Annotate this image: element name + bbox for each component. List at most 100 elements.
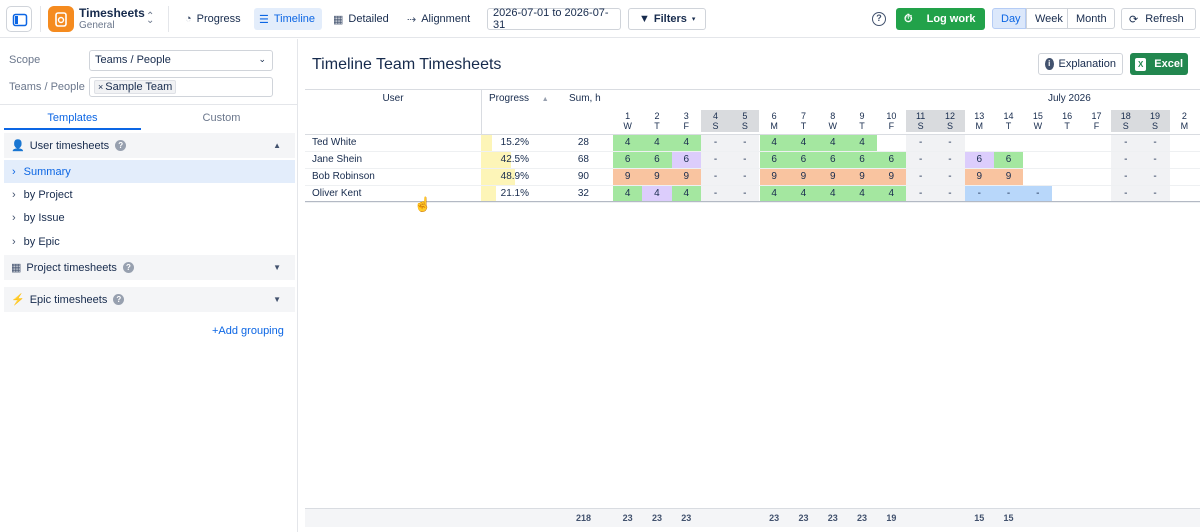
hours-cell[interactable]: 4 bbox=[671, 186, 701, 202]
hours-cell[interactable]: - bbox=[906, 152, 936, 168]
hours-cell[interactable]: 4 bbox=[818, 186, 848, 202]
col-header-progress[interactable]: Progress ▲ bbox=[489, 93, 549, 104]
hours-cell[interactable] bbox=[1170, 186, 1199, 202]
add-grouping-link[interactable]: +Add grouping bbox=[212, 325, 284, 337]
hours-cell[interactable] bbox=[1023, 152, 1052, 168]
hours-cell[interactable]: - bbox=[1111, 135, 1141, 151]
collapse-icon[interactable]: ▲ bbox=[273, 141, 281, 150]
hours-cell[interactable] bbox=[1082, 169, 1111, 185]
team-tag[interactable]: × Sample Team bbox=[94, 80, 177, 94]
hours-cell[interactable]: 6 bbox=[876, 152, 906, 168]
hours-cell[interactable]: 4 bbox=[613, 186, 643, 202]
tab-custom[interactable]: Custom bbox=[202, 112, 241, 124]
hours-cell[interactable] bbox=[877, 135, 906, 151]
hours-cell[interactable]: - bbox=[935, 186, 965, 202]
hours-cell[interactable]: - bbox=[906, 186, 936, 202]
template-by-project[interactable]: › by Project bbox=[4, 183, 295, 206]
hours-cell[interactable]: - bbox=[906, 135, 936, 151]
remove-tag-icon[interactable]: × bbox=[98, 82, 104, 92]
excel-export-button[interactable]: X Excel bbox=[1130, 53, 1188, 75]
hours-cell[interactable] bbox=[994, 135, 1023, 151]
sidebar-toggle-button[interactable] bbox=[6, 6, 32, 32]
hours-cell[interactable]: 6 bbox=[818, 152, 848, 168]
hours-cell[interactable] bbox=[1082, 186, 1111, 202]
hours-cell[interactable]: 9 bbox=[759, 169, 789, 185]
help-icon[interactable]: ? bbox=[115, 140, 127, 151]
hours-cell[interactable]: 6 bbox=[671, 152, 701, 168]
hours-cell[interactable] bbox=[1023, 169, 1052, 185]
hours-cell[interactable]: - bbox=[700, 186, 731, 202]
hours-cell[interactable]: 4 bbox=[788, 186, 819, 202]
filters-button[interactable]: ▼ Filters ▾ bbox=[628, 8, 706, 30]
table-row[interactable]: Jane Shein 42.5% 68 6 6 6- -6 6 6 6 6- -6 6- - bbox=[305, 152, 1200, 169]
hours-cell[interactable] bbox=[1082, 135, 1111, 151]
template-by-issue[interactable]: › by Issue bbox=[4, 206, 295, 229]
user-name[interactable]: Oliver Kent bbox=[312, 188, 362, 199]
hours-cell[interactable]: 9 bbox=[818, 169, 848, 185]
hours-cell[interactable] bbox=[1053, 169, 1082, 185]
hours-cell[interactable]: - bbox=[935, 152, 965, 168]
hours-cell[interactable]: 4 bbox=[671, 135, 701, 151]
template-by-epic[interactable]: › by Epic bbox=[4, 230, 295, 253]
hours-cell[interactable]: 4 bbox=[613, 135, 643, 151]
hours-cell[interactable]: - bbox=[700, 152, 731, 168]
table-row[interactable]: Ted White 15.2% 28 4 4 4- -4 4 4 4- - - - bbox=[305, 135, 1200, 152]
hours-cell[interactable]: - bbox=[1111, 186, 1141, 202]
expand-icon[interactable]: ▼ bbox=[273, 263, 281, 272]
scope-select[interactable]: Teams / People ⌄ bbox=[89, 50, 273, 71]
hours-cell[interactable]: 6 bbox=[964, 152, 994, 168]
expand-icon[interactable]: ▼ bbox=[273, 295, 281, 304]
hours-cell[interactable]: - bbox=[700, 135, 731, 151]
hours-cell[interactable]: 6 bbox=[993, 152, 1024, 168]
log-work-button[interactable]: ⏱ Log work bbox=[896, 8, 985, 30]
hours-cell[interactable]: 4 bbox=[759, 186, 789, 202]
period-day-button[interactable]: Day bbox=[992, 8, 1026, 29]
hours-cell[interactable]: 4 bbox=[642, 186, 672, 202]
hours-cell[interactable]: 6 bbox=[759, 152, 789, 168]
epic-timesheets-group[interactable]: ⚡ Epic timesheets ? ▼ bbox=[4, 287, 295, 312]
hours-cell[interactable]: 9 bbox=[876, 169, 906, 185]
hours-cell[interactable]: 6 bbox=[847, 152, 877, 168]
hours-cell[interactable]: 4 bbox=[759, 135, 789, 151]
hours-cell[interactable]: - bbox=[1111, 169, 1141, 185]
hours-cell[interactable]: - bbox=[906, 169, 936, 185]
hours-cell[interactable]: 4 bbox=[818, 135, 848, 151]
hours-cell[interactable]: 9 bbox=[613, 169, 643, 185]
app-switch-chevron-icon[interactable]: ⌃ ⌄ bbox=[146, 11, 155, 26]
tab-progress[interactable]: ◔ Progress bbox=[180, 8, 248, 30]
hours-cell[interactable]: - bbox=[964, 186, 994, 202]
period-month-button[interactable]: Month bbox=[1067, 8, 1115, 29]
user-name[interactable]: Bob Robinson bbox=[312, 171, 375, 182]
hours-cell[interactable]: 4 bbox=[876, 186, 906, 202]
teams-field[interactable]: × Sample Team bbox=[89, 77, 273, 97]
help-icon[interactable]: ? bbox=[113, 294, 125, 305]
help-icon[interactable]: ? bbox=[872, 12, 886, 26]
user-timesheets-group[interactable]: 👤 User timesheets ? ▲ bbox=[4, 133, 295, 158]
hours-cell[interactable]: - bbox=[1140, 135, 1170, 151]
hours-cell[interactable]: - bbox=[1111, 152, 1141, 168]
tab-timeline[interactable]: ☰ Timeline bbox=[254, 8, 323, 30]
project-timesheets-group[interactable]: ▦ Project timesheets ? ▼ bbox=[4, 255, 295, 280]
hours-cell[interactable]: 4 bbox=[642, 135, 672, 151]
hours-cell[interactable] bbox=[1170, 169, 1199, 185]
hours-cell[interactable] bbox=[1023, 135, 1052, 151]
hours-cell[interactable]: 9 bbox=[642, 169, 672, 185]
hours-cell[interactable] bbox=[1053, 186, 1082, 202]
user-name[interactable]: Jane Shein bbox=[312, 154, 363, 165]
hours-cell[interactable]: - bbox=[730, 186, 760, 202]
user-name[interactable]: Ted White bbox=[312, 137, 357, 148]
hours-cell[interactable] bbox=[1082, 152, 1111, 168]
hours-cell[interactable]: - bbox=[1140, 152, 1170, 168]
template-summary[interactable]: › Summary bbox=[4, 160, 295, 183]
hours-cell[interactable]: 9 bbox=[993, 169, 1024, 185]
hours-cell[interactable]: - bbox=[700, 169, 731, 185]
hours-cell[interactable]: - bbox=[1140, 186, 1170, 202]
explanation-button[interactable]: i Explanation bbox=[1038, 53, 1123, 75]
refresh-button[interactable]: ⟳ Refresh bbox=[1121, 8, 1196, 30]
tab-detailed[interactable]: ▦ Detailed bbox=[328, 8, 396, 30]
hours-cell[interactable]: - bbox=[730, 169, 760, 185]
hours-cell[interactable] bbox=[1170, 152, 1199, 168]
hours-cell[interactable]: 6 bbox=[788, 152, 819, 168]
hours-cell[interactable] bbox=[1053, 135, 1082, 151]
hours-cell[interactable]: 9 bbox=[847, 169, 877, 185]
